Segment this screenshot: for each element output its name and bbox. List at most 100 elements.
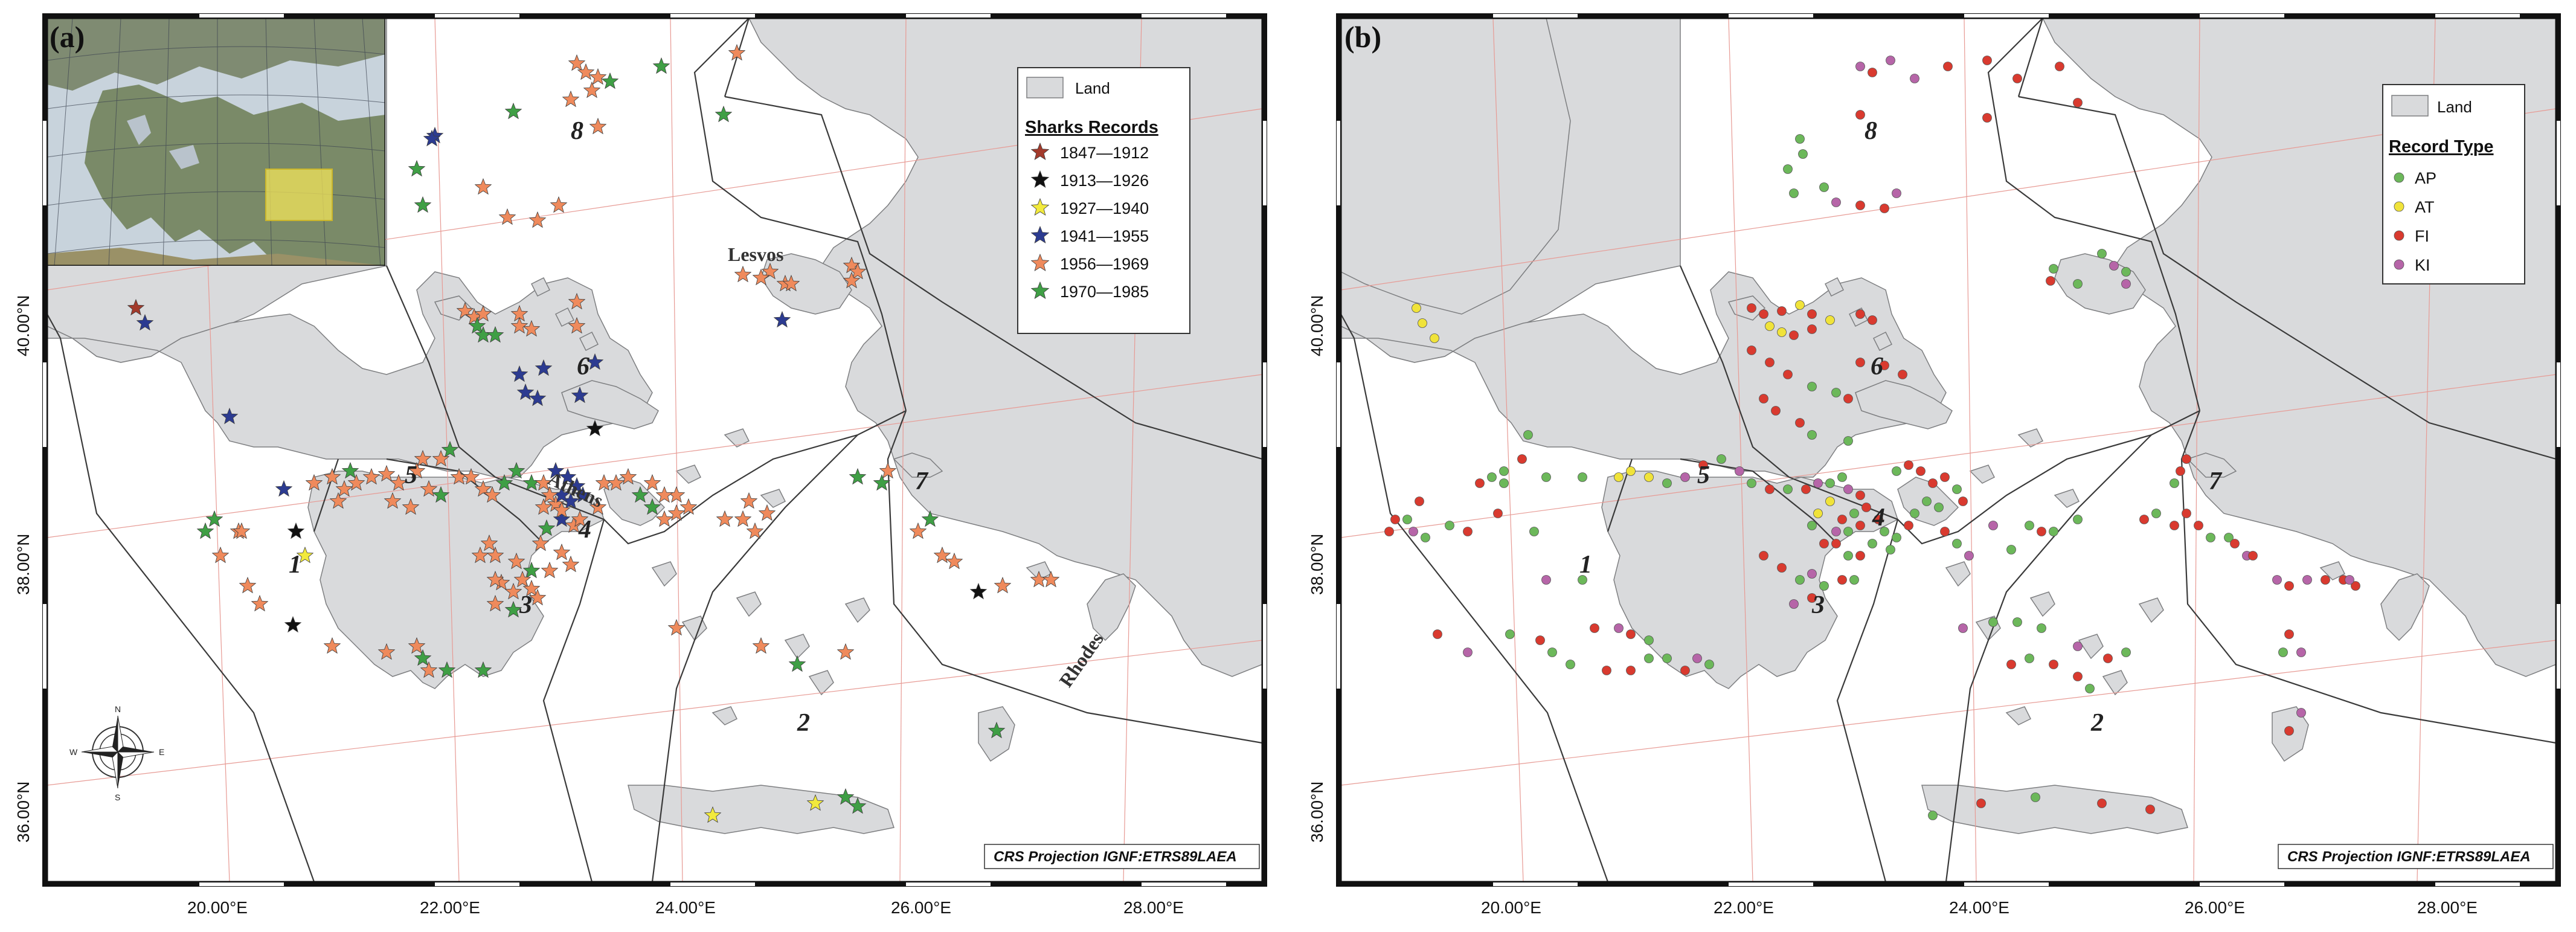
record-type-dot [1801,484,1811,494]
shark-record-star [275,480,293,497]
record-type-dot [1813,478,1823,488]
record-type-dot [2025,654,2034,663]
record-type-dot [1825,478,1835,488]
record-type-dot [2085,684,2095,693]
record-type-dot [2073,515,2083,524]
latitude-tick-label: 36.00°N [1308,782,1326,843]
record-type-dot [1831,388,1841,397]
record-type-dot [1759,551,1768,561]
zone-label-4: 4 [578,516,591,544]
zone-label-6: 6 [577,353,589,381]
shark-record-star [909,522,927,539]
shark-record-star [568,54,586,71]
record-type-dot [2037,527,2046,536]
europe-locator-map-icon [47,18,385,266]
shark-record-star [562,90,580,108]
record-type-dot [1892,188,1901,198]
record-type-dot [1982,56,1992,65]
shark-record-star [423,129,441,147]
record-type-dot [1825,315,1835,325]
longitude-tick-label: 22.00°E [1714,898,1774,917]
panel-b-neatline-ticks [1337,14,2560,886]
shark-record-star [583,81,601,98]
record-type-dot [1644,472,1654,482]
record-type-dot [1626,666,1636,675]
shark-record-star [806,794,824,811]
shark-record-star [420,480,438,497]
record-type-dot [1783,164,1793,174]
shark-record-star [728,43,746,61]
shark-record-star [586,353,604,370]
legend-entry-label: 1956—1969 [1060,255,1149,273]
panel-b-italy-land [1341,18,1571,315]
shark-record-star [532,534,550,551]
shark-record-star [746,522,764,539]
shark-record-star [568,292,586,310]
panel-a-legend-entries: 1847—1912 1913—1926 1927—1940 1941—1955 1956… [1030,142,1149,301]
shark-record-star [513,570,532,588]
legend-star-swatch [1030,253,1050,271]
shark-record-star [420,661,438,678]
shark-record-star [541,486,559,503]
panel-b-neatline [1336,13,2561,887]
record-type-dot [2302,575,2312,585]
compass-east-letter: E [159,747,164,757]
record-type-dot [1837,472,1847,482]
longitude-tick-label: 26.00°E [2185,898,2245,917]
record-type-dot [2284,726,2294,736]
record-type-dot [1566,660,1575,669]
longitude-tick-label: 28.00°E [2417,898,2478,917]
record-type-dot [1874,515,1883,524]
record-type-dot [1843,527,1853,536]
record-type-dot [1886,545,1895,554]
shark-record-star [205,510,223,527]
record-type-dot [1783,484,1793,494]
shark-record-star [667,504,686,521]
record-type-dot [1843,436,1853,446]
record-type-dot [1747,303,1756,313]
shark-record-star [535,359,553,376]
record-type-dot [2139,515,2149,524]
record-type-dot [1964,551,1974,561]
record-type-dot [1843,484,1853,494]
shark-record-star [969,582,988,600]
record-type-dot [1855,551,1865,561]
shark-record-star [408,461,426,479]
record-type-dot [1789,330,1799,340]
shark-record-star [773,310,791,328]
record-type-dot [2194,521,2203,530]
record-type-dot [1698,460,1708,470]
shark-record-star [498,208,516,225]
shark-record-star [571,386,589,403]
shark-record-star [716,510,734,527]
shark-record-star [483,486,501,503]
record-type-dot [2012,617,2022,627]
panel-a-crs-box: CRS Projection IGNF:ETRS89LAEA [984,844,1260,869]
record-type-dot [1759,309,1768,319]
shark-record-star [486,546,504,564]
shark-record-star [504,600,522,618]
record-type-dot [1868,68,1877,77]
legend-entry-label: AT [2415,198,2435,216]
record-type-dot [2055,62,2064,71]
legend-entry-label: AP [2415,169,2436,187]
record-type-dot [1430,333,1439,343]
panel-b-zone-labels: 1 2 3 4 5 6 7 8 [1579,117,2223,737]
latitude-tick-label: 40.00°N [1308,295,1326,357]
longitude-tick-label: 28.00°E [1123,898,1184,917]
record-type-dot [1517,454,1527,464]
legend-entry-label: 1847—1912 [1060,144,1149,162]
record-type-dot [1535,635,1545,645]
legend-dot-swatch [2394,172,2404,183]
record-type-dot [1523,430,1533,440]
shark-record-star [631,486,649,503]
record-type-dot [2170,521,2179,530]
record-type-dot [1831,539,1841,548]
shark-record-star [284,615,302,633]
record-type-dot [2230,539,2240,548]
shark-record-star [849,797,867,814]
panel-b-legend-entries: AP AT FI KI [2394,169,2436,274]
shark-record-star [528,211,547,228]
shark-record-star [414,449,432,467]
